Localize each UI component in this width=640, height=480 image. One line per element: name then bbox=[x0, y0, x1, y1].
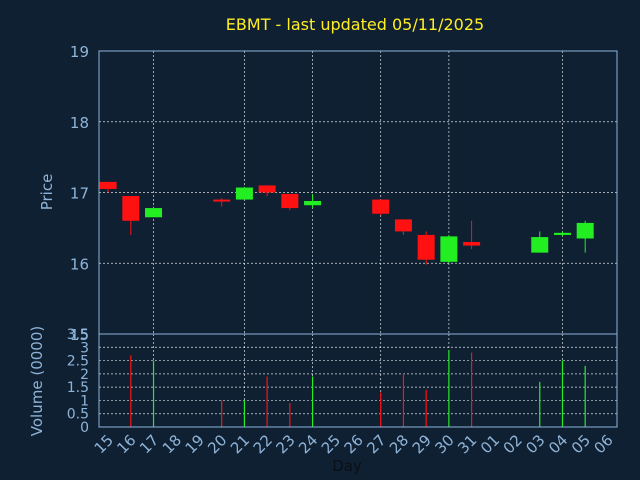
volume-y-tick: 1.5 bbox=[67, 380, 89, 396]
candle bbox=[258, 185, 276, 197]
candle bbox=[417, 231, 435, 265]
volume-y-label: Volume (0000) bbox=[28, 326, 46, 436]
candle bbox=[99, 181, 117, 193]
candle-body bbox=[372, 199, 390, 214]
volume-y-tick: 0 bbox=[80, 420, 89, 436]
candle bbox=[281, 193, 299, 211]
candle bbox=[122, 196, 140, 235]
candle-body bbox=[553, 232, 571, 235]
candle-body bbox=[99, 181, 117, 189]
candle-body bbox=[394, 219, 412, 232]
price-y-tick: 16 bbox=[70, 255, 89, 273]
candle bbox=[235, 186, 253, 200]
candle bbox=[213, 198, 231, 207]
volume-y-tick: 0.5 bbox=[67, 407, 89, 423]
x-axis-label: Day bbox=[332, 457, 362, 475]
price-y-tick: 15 bbox=[70, 326, 89, 344]
price-y-tick: 19 bbox=[70, 43, 89, 61]
date-tick: 06 bbox=[591, 431, 617, 457]
chart-title: EBMT - last updated 05/11/2025 bbox=[226, 15, 484, 34]
candle-body bbox=[463, 242, 481, 246]
candle bbox=[372, 199, 390, 216]
price-y-ticks: 15 16 17 18 19 bbox=[70, 43, 89, 344]
price-y-tick: 17 bbox=[70, 185, 89, 203]
candle-body bbox=[304, 200, 322, 206]
candle bbox=[304, 193, 322, 209]
candle-body bbox=[213, 199, 231, 202]
volume-y-tick: 1 bbox=[80, 393, 89, 409]
candle bbox=[576, 220, 594, 253]
price-panel: 15 16 17 18 19 Price bbox=[38, 43, 618, 344]
candle-body bbox=[531, 237, 549, 253]
candle bbox=[440, 234, 458, 264]
candle-body bbox=[122, 196, 140, 221]
price-y-tick: 18 bbox=[70, 114, 89, 132]
candle bbox=[553, 231, 571, 237]
candle-body bbox=[145, 208, 163, 218]
candle-body bbox=[258, 185, 276, 193]
volume-y-tick: 2 bbox=[80, 367, 89, 383]
date-ticks: 1516171819202122232425262728293031010203… bbox=[91, 431, 617, 457]
volume-panel: 00.511.522.533.5 Volume (0000) 151617181… bbox=[28, 326, 618, 475]
volume-frame bbox=[98, 333, 618, 428]
candle bbox=[463, 220, 481, 250]
volume-bars bbox=[130, 349, 586, 427]
candle bbox=[145, 206, 163, 218]
price-y-label: Price bbox=[38, 174, 56, 211]
candle bbox=[394, 219, 412, 235]
price-candles bbox=[99, 181, 594, 265]
volume-y-tick: 2.5 bbox=[67, 354, 89, 370]
candle-body bbox=[235, 187, 253, 200]
volume-y-tick: 3.5 bbox=[67, 327, 89, 343]
volume-y-tick: 3 bbox=[80, 340, 89, 356]
price-grid bbox=[99, 51, 617, 334]
candle-body bbox=[440, 236, 458, 262]
candle-body bbox=[281, 193, 299, 209]
candle-body bbox=[417, 234, 435, 260]
candle bbox=[531, 231, 549, 253]
candle-body bbox=[576, 222, 594, 239]
volume-y-ticks: 00.511.522.533.5 bbox=[67, 327, 89, 436]
